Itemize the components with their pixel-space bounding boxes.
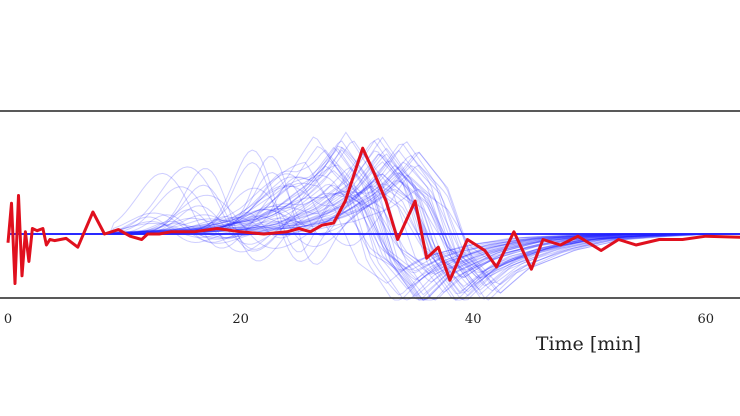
x-tick-label: 0 (4, 312, 12, 327)
ensemble-trace (8, 137, 740, 301)
x-tick-label: 40 (465, 312, 482, 327)
ensemble-trace (8, 174, 740, 278)
ensemble-trace (8, 188, 740, 268)
observed-trace (6, 146, 740, 285)
x-tick-group: 0 20 40 60 (4, 312, 714, 327)
ensemble-trace (8, 131, 740, 301)
ensemble-trace (8, 164, 740, 285)
x-tick-label: 60 (698, 312, 715, 327)
plot-frame (0, 110, 740, 299)
ensemble-trace (8, 150, 740, 294)
ensemble-traces (8, 131, 740, 301)
x-tick-label: 20 (232, 312, 249, 327)
x-axis-label: Time [min] (536, 333, 641, 355)
observed-trace-group (6, 146, 740, 285)
ensemble-trace (8, 154, 740, 292)
